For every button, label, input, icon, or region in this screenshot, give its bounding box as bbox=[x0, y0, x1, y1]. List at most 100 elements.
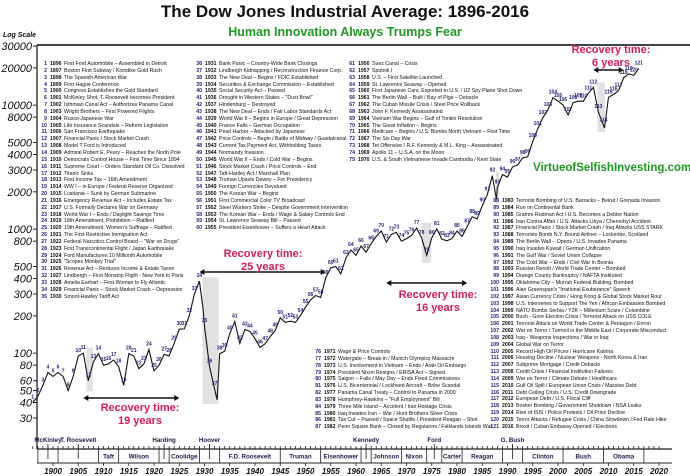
event-description: Three Mile Island – Accident / Iran Host… bbox=[338, 403, 452, 410]
event-number: 54 bbox=[196, 184, 202, 191]
event-number: 38 bbox=[196, 74, 202, 81]
arrow-head-left-icon bbox=[386, 280, 392, 286]
event-description: Foreign Currencies Devalued bbox=[219, 184, 287, 191]
event-year: 1946 bbox=[205, 163, 217, 170]
event-description: U.S. Intervenes to Support The Yen / Afr… bbox=[516, 300, 666, 307]
event-list-item: 61 1956 Suez Canal – Crisis bbox=[346, 61, 522, 68]
event-list-item: 12 1907 Financial Panic / Stock Market Cra… bbox=[38, 136, 185, 143]
event-list-item: 75 1970 U.S. & South Vietnamese Invade Cam… bbox=[346, 157, 522, 164]
event-marker-label: 29 bbox=[171, 335, 177, 341]
event-year: 1994 bbox=[502, 273, 514, 280]
event-description: Gulf Oil Spill / European Union Crisis /… bbox=[516, 382, 637, 389]
event-number: 39 bbox=[196, 81, 202, 88]
event-description: WW I – in Europe / Federal Reserve Organ… bbox=[64, 184, 173, 191]
y-tick-label: 8000 bbox=[8, 112, 33, 124]
event-marker-label: 16 bbox=[106, 356, 112, 362]
recovery-label: Recovery time: bbox=[100, 402, 180, 414]
event-marker-label: 102 bbox=[539, 110, 548, 116]
event-list-item: 91 1986 Iran-Contra Affair / U.S. Attacks … bbox=[490, 219, 667, 226]
event-marker-label: 85 bbox=[454, 223, 460, 229]
event-marker-label: 120 bbox=[630, 67, 639, 73]
event-number: 81 bbox=[315, 383, 321, 390]
event-year: 1957 bbox=[358, 67, 370, 74]
event-number: 2 bbox=[44, 67, 47, 74]
event-number: 46 bbox=[196, 129, 202, 136]
x-tick-label: 1935 bbox=[221, 467, 239, 476]
event-year: 1907 bbox=[50, 136, 62, 143]
event-list-item: 116 2011 Debt Ceiling Crisis / U.S. Credit… bbox=[490, 390, 667, 397]
event-list-item: 49 1944 Normandy Invasion bbox=[193, 150, 348, 157]
event-marker-label: 75 bbox=[404, 231, 410, 237]
event-marker-label: 80 bbox=[429, 230, 435, 236]
arrow-head-right-icon bbox=[462, 280, 468, 286]
event-marker-label: 112 bbox=[589, 79, 597, 85]
x-tick-label: 1980 bbox=[448, 467, 466, 476]
y-tick-label: 5000 bbox=[8, 137, 33, 149]
event-year: 1999 bbox=[502, 307, 514, 314]
x-tick-label: 1925 bbox=[170, 467, 188, 476]
event-number: 57 bbox=[196, 204, 202, 211]
event-description: Wright Brothers – First Powered Flights bbox=[64, 108, 155, 115]
event-description: Bank Panic – Country-Wide Bank Closings bbox=[219, 61, 318, 67]
event-list-item: 104 1999 NATO Bombs Serbia / Y2K – Milleni… bbox=[490, 308, 667, 315]
event-number: 62 bbox=[349, 67, 355, 74]
event-number: 77 bbox=[315, 355, 321, 362]
event-description: Medicare – Begins / U.S. Bombs North Vie… bbox=[372, 129, 510, 136]
event-marker-label: 79 bbox=[424, 247, 430, 253]
event-year: 1950 bbox=[205, 191, 217, 198]
event-marker-label: 33 bbox=[192, 286, 198, 292]
president-label: T. Roosevelt bbox=[60, 437, 96, 444]
president-label: Kennedy bbox=[353, 437, 380, 444]
president-label: Harding bbox=[152, 437, 176, 444]
event-number: 105 bbox=[490, 314, 499, 321]
event-year: 1896 bbox=[50, 61, 62, 67]
event-list-item: 117 2012 European Debt / U.S. Fiscal Cliff bbox=[490, 396, 667, 403]
event-description: Terrorists Bomb N.Y. Bound Airliner – Lo… bbox=[516, 232, 649, 239]
event-year: 1904 bbox=[50, 115, 62, 122]
event-description: Smoot-Hawley Tariff Act bbox=[64, 293, 119, 300]
president-label: Wilson bbox=[129, 454, 149, 461]
event-number: 16 bbox=[41, 163, 47, 170]
event-description: Gramm-Rudman Act / U.S. Becomes a Debtor… bbox=[516, 211, 639, 218]
event-list-item: 59 1954 St. Lawrence Seaway Bill – Passed bbox=[193, 218, 348, 225]
event-number: 55 bbox=[196, 191, 202, 198]
event-list-item: 110 2005 Record High Oil Prices / Hurrican… bbox=[490, 349, 667, 356]
president-label: F.D. Roosevelt bbox=[229, 454, 271, 461]
president-label: Reagan bbox=[471, 454, 494, 461]
y-tick-label: 20000 bbox=[0, 63, 32, 75]
event-number: 110 bbox=[490, 348, 499, 355]
event-list-item: 71 1966 Medicare – Begins / U.S. Bombs Nor… bbox=[346, 129, 522, 136]
event-number: 120 bbox=[490, 417, 499, 423]
event-year: 1941 bbox=[205, 129, 217, 136]
event-description: The Berlin Wall – Built / Bay of Pigs – … bbox=[372, 95, 479, 102]
event-description: Price Controls – Begin / Battle of Midwa… bbox=[219, 136, 347, 143]
x-tick-label: 2000 bbox=[548, 467, 567, 476]
event-year: 2001 bbox=[502, 321, 514, 328]
event-description: Lindbergh – First Nonstop Flight - New Y… bbox=[64, 273, 184, 280]
arrow-head-right-icon bbox=[618, 67, 624, 73]
event-marker-label: 1 bbox=[31, 395, 34, 401]
event-marker-label: 93 bbox=[495, 179, 501, 185]
recovery-6-years: Recovery time: 6 years bbox=[561, 44, 661, 70]
event-description: Lindbergh Kidnapping / Reconstruction Fi… bbox=[219, 67, 343, 74]
event-year: 1987 bbox=[502, 225, 514, 232]
event-marker-label: 9 bbox=[72, 368, 75, 374]
event-description: Iraq Invades Kuwait / German Unification bbox=[516, 245, 611, 252]
event-number: 97 bbox=[493, 259, 499, 266]
event-description: St. Lawrence Seaway – Opened bbox=[372, 81, 447, 88]
event-description: Watergate – Break-in / Munich Olympics M… bbox=[338, 355, 455, 362]
event-marker-label: 83 bbox=[444, 233, 450, 239]
event-number: 5 bbox=[44, 88, 47, 95]
event-marker-label: 56 bbox=[308, 292, 314, 298]
event-number: 53 bbox=[196, 177, 202, 184]
y-tick-label: 40 bbox=[20, 398, 33, 410]
event-list-item: 32 1927 Lindbergh – First Nonstop Flight -… bbox=[38, 273, 185, 280]
event-description: Steel Workers Strike – Despite Governmen… bbox=[219, 204, 349, 211]
event-description: President Nixon Resigns / ERISA Act – Si… bbox=[338, 369, 445, 376]
event-year: 1964 bbox=[358, 115, 370, 122]
event-list-item: 4 1899 First Hague Conference bbox=[38, 82, 185, 89]
crash-shading bbox=[202, 277, 219, 404]
event-description: Tax Cut – Passed / Space Shuttle / Presi… bbox=[338, 417, 478, 424]
event-number: 3 bbox=[44, 74, 47, 81]
x-tick-label: 1955 bbox=[322, 467, 340, 476]
